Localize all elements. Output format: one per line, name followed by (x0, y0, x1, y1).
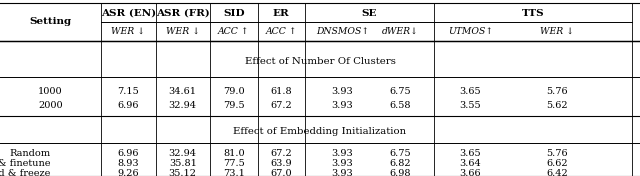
Text: ASR (EN): ASR (EN) (100, 8, 156, 17)
Text: 3.64: 3.64 (460, 159, 481, 168)
Text: 3.66: 3.66 (460, 168, 481, 176)
Text: 3.55: 3.55 (460, 102, 481, 111)
Text: 9.26: 9.26 (118, 168, 139, 176)
Text: 73.1: 73.1 (223, 168, 245, 176)
Text: 6.75: 6.75 (389, 149, 411, 158)
Text: 8.93: 8.93 (118, 159, 139, 168)
Text: 6.42: 6.42 (546, 168, 568, 176)
Text: 63.9: 63.9 (271, 159, 292, 168)
Text: 5.76: 5.76 (546, 86, 568, 96)
Text: 34.61: 34.61 (169, 86, 196, 96)
Text: 67.2: 67.2 (271, 102, 292, 111)
Text: 35.12: 35.12 (169, 168, 196, 176)
Text: Effect of Embedding Initialization: Effect of Embedding Initialization (234, 127, 406, 136)
Text: WER ↓: WER ↓ (540, 27, 574, 36)
Text: TTS: TTS (522, 8, 544, 17)
Text: ASR (FR): ASR (FR) (156, 8, 209, 17)
Text: 3.93: 3.93 (332, 102, 353, 111)
Text: dWER↓: dWER↓ (381, 27, 419, 36)
Text: Random: Random (10, 149, 51, 158)
Text: 6.62: 6.62 (546, 159, 568, 168)
Text: ACC ↑: ACC ↑ (218, 27, 250, 36)
Text: 3.65: 3.65 (460, 149, 481, 158)
Text: 6.96: 6.96 (118, 102, 139, 111)
Text: 5.76: 5.76 (546, 149, 568, 158)
Text: 32.94: 32.94 (169, 149, 196, 158)
Text: 6.75: 6.75 (389, 86, 411, 96)
Text: 6.98: 6.98 (389, 168, 411, 176)
Text: 67.0: 67.0 (271, 168, 292, 176)
Text: 3.65: 3.65 (460, 86, 481, 96)
Text: PreTrained & freeze: PreTrained & freeze (0, 168, 51, 176)
Text: SE: SE (362, 8, 377, 17)
Text: Effect of Number Of Clusters: Effect of Number Of Clusters (244, 58, 396, 67)
Text: 6.58: 6.58 (389, 102, 411, 111)
Text: 79.0: 79.0 (223, 86, 244, 96)
Text: 3.93: 3.93 (332, 149, 353, 158)
Text: 79.5: 79.5 (223, 102, 244, 111)
Text: UTMOS↑: UTMOS↑ (448, 27, 493, 36)
Text: WER ↓: WER ↓ (111, 27, 145, 36)
Text: 6.82: 6.82 (389, 159, 411, 168)
Text: 67.2: 67.2 (271, 149, 292, 158)
Text: 61.8: 61.8 (271, 86, 292, 96)
Text: ER: ER (273, 8, 290, 17)
Text: PreTrained & finetune: PreTrained & finetune (0, 159, 51, 168)
Text: 2000: 2000 (38, 102, 63, 111)
Text: SID: SID (223, 8, 244, 17)
Text: Setting: Setting (29, 17, 72, 27)
Text: 3.93: 3.93 (332, 159, 353, 168)
Text: 5.62: 5.62 (546, 102, 568, 111)
Text: 81.0: 81.0 (223, 149, 244, 158)
Text: 7.15: 7.15 (118, 86, 139, 96)
Text: 77.5: 77.5 (223, 159, 244, 168)
Text: 1000: 1000 (38, 86, 63, 96)
Text: ACC ↑: ACC ↑ (266, 27, 297, 36)
Text: 32.94: 32.94 (169, 102, 196, 111)
Text: WER ↓: WER ↓ (166, 27, 200, 36)
Text: 6.96: 6.96 (118, 149, 139, 158)
Text: 3.93: 3.93 (332, 86, 353, 96)
Text: 3.93: 3.93 (332, 168, 353, 176)
Text: 35.81: 35.81 (169, 159, 196, 168)
Text: DNSMOS↑: DNSMOS↑ (316, 27, 369, 36)
